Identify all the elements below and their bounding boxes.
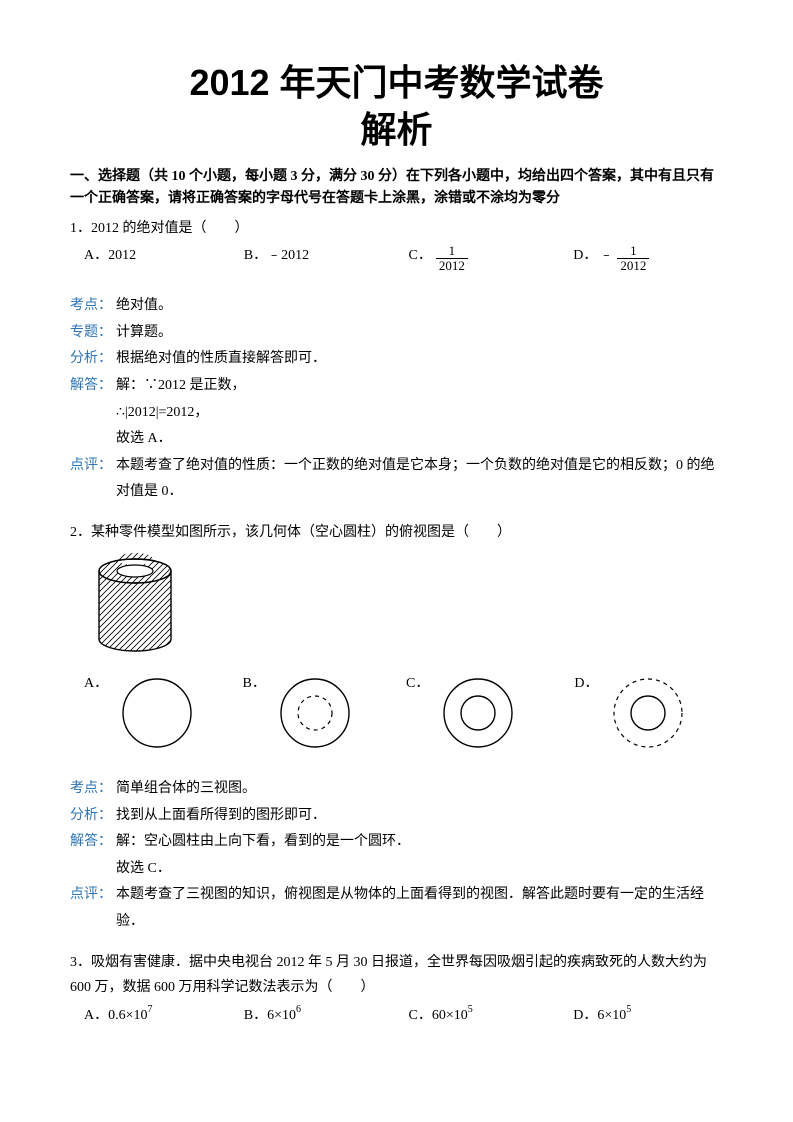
circle-c-icon (435, 670, 521, 756)
label-jieda: 解答： (70, 829, 116, 882)
section-header: 一、选择题（共 10 个小题，每小题 3 分，满分 30 分）在下列各小题中，均… (70, 166, 723, 211)
fraction: 1 2012 (617, 244, 649, 274)
circle-d-icon (605, 670, 691, 756)
circle-a-icon (114, 670, 200, 756)
label-kaodian: 考点： (70, 293, 116, 320)
q2-option-d: D． (574, 670, 723, 756)
title-line-2: 解析 (360, 109, 432, 150)
q3-option-b: B．6×106 (244, 1004, 409, 1024)
q1-option-b: B．﹣2012 (244, 244, 409, 274)
label-zhuanti: 专题： (70, 320, 116, 347)
cylinder-svg (90, 553, 180, 657)
q1-option-c: C． 1 2012 (408, 244, 573, 274)
circle-b-icon (272, 670, 358, 756)
label-dianping: 点评： (70, 453, 116, 506)
q2-stem: 2．某种零件模型如图所示，该几何体（空心圆柱）的俯视图是（ ） (70, 520, 723, 545)
fraction: 1 2012 (436, 244, 468, 274)
label-kaodian: 考点： (70, 776, 116, 803)
label-fenxi: 分析： (70, 346, 116, 373)
q2-analysis: 考点：简单组合体的三视图。 分析：找到从上面看所得到的图形即可． 解答： 解：空… (70, 776, 723, 936)
q1-option-d: D． ﹣ 1 2012 (573, 244, 723, 274)
label-jieda: 解答： (70, 373, 116, 453)
q3-stem: 3．吸烟有害健康．据中央电视台 2012 年 5 月 30 日报道，全世界每因吸… (70, 950, 723, 1000)
document-title: 2012 年天门中考数学试卷 解析 (70, 60, 723, 154)
q1-options: A．2012 B．﹣2012 C． 1 2012 D． ﹣ 1 2012 (84, 244, 723, 274)
q1-analysis: 考点：绝对值。 专题：计算题。 分析：根据绝对值的性质直接解答即可． 解答： 解… (70, 293, 723, 506)
q1-option-a: A．2012 (84, 244, 244, 274)
q3-option-d: D．6×105 (573, 1004, 723, 1024)
q3-options: A．0.6×107 B．6×106 C．60×105 D．6×105 (84, 1004, 723, 1024)
q2-option-c: C． (406, 670, 574, 756)
q2-option-a: A． (84, 670, 243, 756)
q2-options: A． B． C． D． (84, 670, 723, 756)
q3-option-a: A．0.6×107 (84, 1004, 244, 1024)
q1-stem: 1．2012 的绝对值是（ ） (70, 216, 723, 241)
q2-option-b: B． (243, 670, 406, 756)
title-line-1: 2012 年天门中考数学试卷 (189, 62, 603, 103)
label-fenxi: 分析： (70, 803, 116, 830)
q3-option-c: C．60×105 (408, 1004, 573, 1024)
label-dianping: 点评： (70, 882, 116, 935)
page: 2012 年天门中考数学试卷 解析 一、选择题（共 10 个小题，每小题 3 分… (0, 0, 793, 1122)
cylinder-figure (90, 553, 723, 662)
